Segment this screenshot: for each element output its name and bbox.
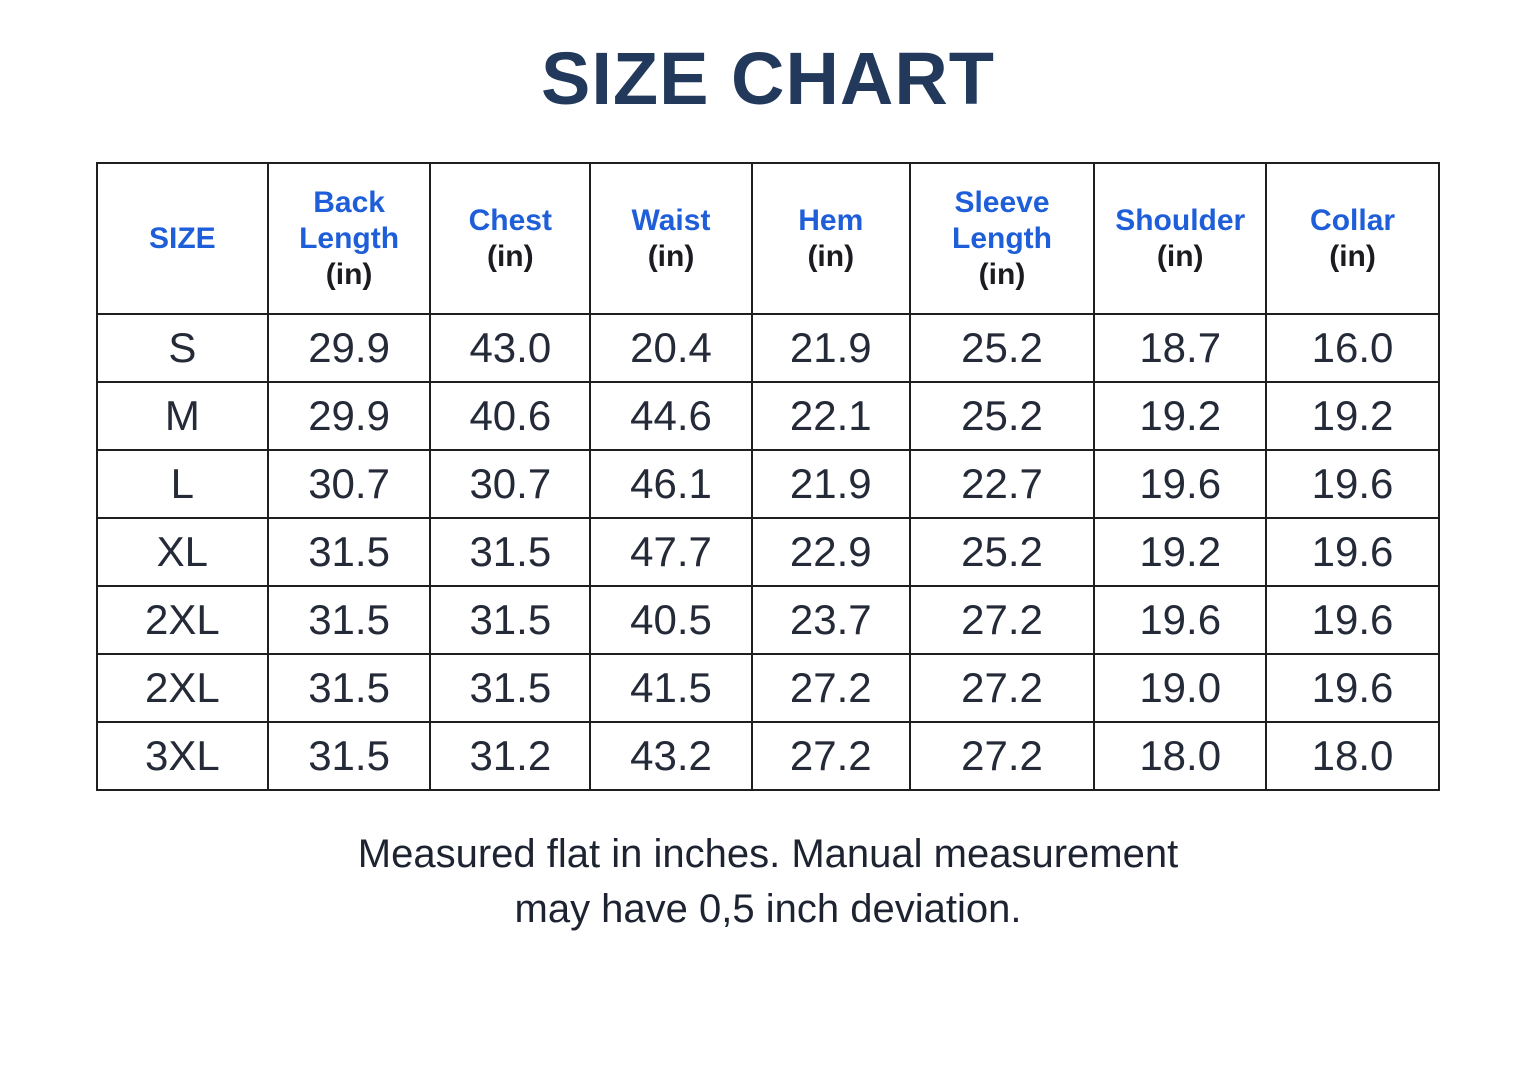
cell-back-length: 31.5 [266, 517, 432, 587]
cell-waist: 40.5 [589, 585, 753, 655]
column-label: Chest [468, 203, 552, 237]
cell-collar: 19.6 [1265, 585, 1440, 655]
cell-collar: 16.0 [1265, 313, 1440, 383]
cell-size: S [96, 313, 269, 383]
cell-back-length: 31.5 [266, 721, 432, 791]
cell-size: 2XL [96, 653, 269, 723]
cell-sleeve-length: 25.2 [908, 313, 1096, 383]
cell-sleeve-length: 22.7 [908, 449, 1096, 519]
cell-collar: 19.6 [1265, 653, 1440, 723]
cell-size: 3XL [96, 721, 269, 791]
measurement-note-line2: may have 0,5 inch deviation. [514, 887, 1022, 932]
column-header-size: SIZE [96, 162, 269, 315]
cell-chest: 31.5 [429, 653, 592, 723]
cell-size: 2XL [96, 585, 269, 655]
table-row-l: L 30.7 30.7 46.1 21.9 22.7 19.6 19.6 [96, 449, 1440, 519]
table-row-2xl-b: 2XL 31.5 31.5 41.5 27.2 27.2 19.0 19.6 [96, 653, 1440, 723]
cell-shoulder: 19.2 [1093, 517, 1268, 587]
column-unit: (in) [325, 257, 373, 291]
cell-size: M [96, 381, 269, 451]
cell-waist: 47.7 [589, 517, 753, 587]
cell-waist: 46.1 [589, 449, 753, 519]
cell-hem: 27.2 [750, 653, 911, 723]
cell-shoulder: 19.2 [1093, 381, 1268, 451]
column-label: Shoulder [1115, 203, 1246, 237]
column-header-waist: Waist (in) [589, 162, 753, 315]
header-row: SIZE Back Length (in) Chest (in) Waist (… [96, 162, 1440, 315]
cell-chest: 31.2 [429, 721, 592, 791]
column-label: Hem [798, 203, 864, 237]
table-row-m: M 29.9 40.6 44.6 22.1 25.2 19.2 19.2 [96, 381, 1440, 451]
cell-back-length: 29.9 [266, 381, 432, 451]
table-row-2xl-a: 2XL 31.5 31.5 40.5 23.7 27.2 19.6 19.6 [96, 585, 1440, 655]
column-header-shoulder: Shoulder (in) [1093, 162, 1268, 315]
column-header-collar: Collar (in) [1265, 162, 1440, 315]
cell-hem: 23.7 [750, 585, 911, 655]
cell-back-length: 29.9 [266, 313, 432, 383]
column-header-sleeve-length: Sleeve Length (in) [908, 162, 1096, 315]
cell-sleeve-length: 25.2 [908, 381, 1096, 451]
column-label: Back Length [299, 185, 400, 255]
column-label: Sleeve Length [952, 185, 1052, 255]
page-title: SIZE CHART [541, 37, 995, 120]
cell-chest: 31.5 [429, 585, 592, 655]
cell-chest: 40.6 [429, 381, 592, 451]
column-label: SIZE [149, 221, 216, 255]
measurement-note: Measured flat in inches. Manual measurem… [0, 827, 1536, 937]
column-unit: (in) [647, 239, 695, 273]
column-unit: (in) [1156, 239, 1204, 273]
cell-collar: 19.2 [1265, 381, 1440, 451]
table-row-3xl: 3XL 31.5 31.2 43.2 27.2 27.2 18.0 18.0 [96, 721, 1440, 791]
column-header-chest: Chest (in) [429, 162, 592, 315]
column-unit: (in) [486, 239, 534, 273]
cell-sleeve-length: 27.2 [908, 721, 1096, 791]
cell-hem: 21.9 [750, 313, 911, 383]
column-label: Collar [1310, 203, 1396, 237]
size-chart-table: SIZE Back Length (in) Chest (in) Waist (… [96, 162, 1440, 791]
column-label: Waist [631, 203, 711, 237]
cell-back-length: 31.5 [266, 585, 432, 655]
cell-hem: 27.2 [750, 721, 911, 791]
cell-back-length: 31.5 [266, 653, 432, 723]
column-unit: (in) [807, 239, 855, 273]
cell-shoulder: 19.0 [1093, 653, 1268, 723]
cell-sleeve-length: 27.2 [908, 585, 1096, 655]
cell-waist: 41.5 [589, 653, 753, 723]
cell-shoulder: 19.6 [1093, 449, 1268, 519]
cell-collar: 19.6 [1265, 517, 1440, 587]
table-row-xl: XL 31.5 31.5 47.7 22.9 25.2 19.2 19.6 [96, 517, 1440, 587]
cell-hem: 22.9 [750, 517, 911, 587]
cell-sleeve-length: 25.2 [908, 517, 1096, 587]
measurement-note-line1: Measured flat in inches. Manual measurem… [357, 832, 1179, 876]
cell-sleeve-length: 27.2 [908, 653, 1096, 723]
cell-back-length: 30.7 [266, 449, 432, 519]
column-header-hem: Hem (in) [750, 162, 911, 315]
cell-chest: 31.5 [429, 517, 592, 587]
cell-hem: 21.9 [750, 449, 911, 519]
cell-collar: 18.0 [1265, 721, 1440, 791]
cell-waist: 44.6 [589, 381, 753, 451]
cell-waist: 20.4 [589, 313, 753, 383]
column-unit: (in) [1329, 239, 1376, 273]
cell-shoulder: 19.6 [1093, 585, 1268, 655]
cell-chest: 30.7 [429, 449, 592, 519]
column-unit: (in) [978, 257, 1026, 291]
cell-size: L [96, 449, 269, 519]
column-header-back-length: Back Length (in) [266, 162, 432, 315]
cell-chest: 43.0 [429, 313, 592, 383]
cell-collar: 19.6 [1265, 449, 1440, 519]
cell-hem: 22.1 [750, 381, 911, 451]
cell-shoulder: 18.0 [1093, 721, 1268, 791]
table-row-s: S 29.9 43.0 20.4 21.9 25.2 18.7 16.0 [96, 313, 1440, 383]
cell-waist: 43.2 [589, 721, 753, 791]
cell-shoulder: 18.7 [1093, 313, 1268, 383]
cell-size: XL [96, 517, 269, 587]
